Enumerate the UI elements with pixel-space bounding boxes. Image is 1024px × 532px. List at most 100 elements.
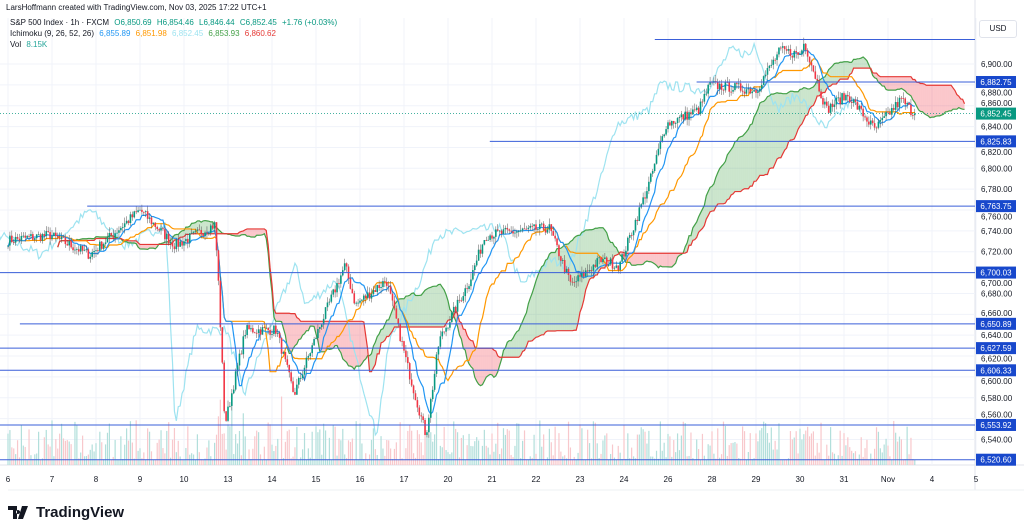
volume-bar — [831, 452, 834, 465]
kumo-cloud-segment — [669, 253, 672, 267]
volume-bar — [761, 428, 763, 465]
candle — [58, 237, 61, 240]
candle — [443, 331, 445, 333]
candle — [879, 120, 882, 122]
kumo-cloud-segment — [197, 220, 200, 234]
volume-legend-row[interactable]: Vol 8.15K — [10, 39, 340, 50]
volume-bar — [284, 441, 286, 465]
candle — [862, 108, 864, 117]
kumo-cloud-segment — [650, 253, 653, 263]
volume-bar — [303, 433, 306, 465]
volume-bar — [650, 456, 652, 465]
candle — [45, 231, 48, 237]
candle — [252, 328, 254, 333]
candle — [229, 405, 231, 407]
volume-bar — [567, 421, 570, 465]
candle — [852, 99, 855, 103]
kumo-cloud-segment — [430, 286, 433, 327]
candle — [376, 285, 379, 293]
volume-bar — [227, 424, 229, 465]
volume-bar — [661, 450, 663, 465]
candle — [451, 312, 453, 323]
price-tick-label: 6,840.00 — [981, 123, 1013, 132]
kumo-cloud-segment — [551, 252, 554, 331]
kumo-cloud-segment — [287, 313, 290, 354]
volume-bar — [168, 422, 170, 465]
volume-bar — [217, 416, 220, 465]
volume-bar — [122, 459, 124, 465]
candle — [447, 327, 449, 329]
candle — [309, 353, 312, 357]
currency-button[interactable]: USD — [979, 20, 1017, 38]
tradingview-logo[interactable]: TradingView — [8, 504, 124, 521]
kumo-cloud-segment — [484, 348, 487, 381]
kumo-cloud-segment — [595, 228, 598, 276]
candle — [391, 293, 394, 301]
volume-bar — [148, 431, 151, 465]
volume-bar — [608, 459, 610, 465]
kumo-cloud-segment — [534, 280, 536, 339]
volume-bar — [326, 459, 329, 465]
candle — [741, 90, 744, 92]
kumo-cloud-segment — [725, 154, 728, 204]
kumo-cloud-segment — [891, 76, 894, 91]
symbol-legend-row[interactable]: S&P 500 Index · 1h · FXCM O6,850.69 H6,8… — [10, 17, 340, 28]
candle — [521, 228, 524, 231]
level-price-label: 6,700.03 — [980, 269, 1012, 278]
candle — [768, 65, 771, 69]
volume-bar — [204, 458, 206, 465]
volume-bar — [824, 459, 826, 465]
volume-bar — [472, 446, 474, 465]
candle — [253, 332, 256, 334]
kumo-cloud-segment — [493, 350, 496, 378]
kumo-cloud-segment — [635, 253, 638, 266]
volume-bar — [22, 445, 24, 465]
candle — [732, 89, 734, 92]
volume-bar — [512, 457, 514, 465]
kumo-cloud-segment — [782, 93, 785, 154]
kumo-cloud-segment — [442, 287, 445, 327]
candle — [495, 229, 497, 237]
kumo-cloud-segment — [660, 253, 663, 267]
candle — [659, 141, 662, 149]
volume-bar — [219, 399, 221, 465]
candle — [512, 231, 514, 234]
volume-bar — [275, 445, 277, 465]
candle — [722, 89, 725, 91]
time-tick-label: 16 — [356, 475, 365, 484]
kumo-cloud-segment — [641, 253, 644, 265]
volume-bar — [466, 445, 468, 465]
kumo-cloud-segment — [754, 113, 756, 182]
volume-bar — [738, 457, 740, 465]
volume-bar — [546, 457, 549, 465]
kumo-cloud-segment — [417, 295, 420, 327]
volume-bar — [206, 447, 208, 465]
volume-bar — [435, 412, 438, 465]
volume-bar — [537, 459, 539, 465]
kumo-cloud-segment — [331, 321, 334, 350]
volume-bar — [43, 437, 45, 465]
candle — [378, 285, 380, 288]
candle — [567, 268, 570, 276]
candle — [898, 97, 901, 108]
candle — [414, 393, 417, 401]
candle — [345, 263, 348, 267]
volume-bar — [302, 449, 304, 465]
volume-bar — [533, 434, 535, 465]
volume-bar — [659, 421, 661, 465]
volume-bar — [617, 445, 619, 465]
candle — [364, 295, 367, 299]
kumo-cloud-segment — [614, 246, 617, 256]
volume-bar — [518, 423, 520, 465]
candle — [785, 49, 788, 51]
kumo-cloud-segment — [893, 76, 896, 91]
kumo-cloud-segment — [756, 109, 758, 182]
candle — [736, 83, 738, 85]
volume-bar — [397, 459, 399, 465]
candle — [227, 406, 229, 421]
ichimoku-legend-row[interactable]: Ichimoku (9, 26, 52, 26) 6,855.89 6,851.… — [10, 28, 340, 39]
volume-bar — [692, 458, 694, 465]
volume-bar — [273, 451, 275, 465]
candle — [259, 329, 262, 335]
